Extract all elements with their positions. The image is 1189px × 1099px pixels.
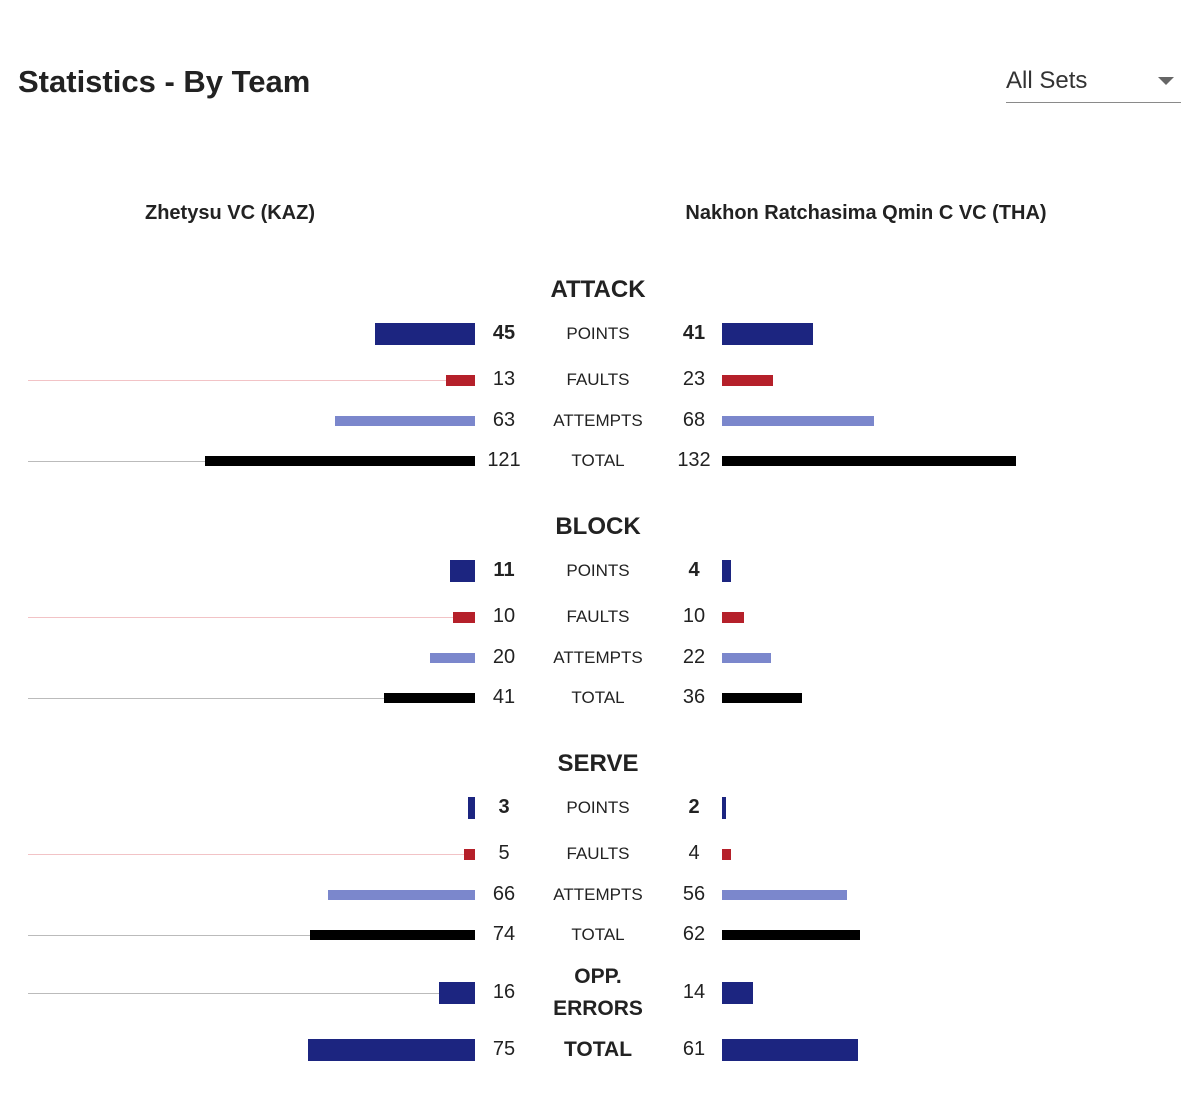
stat-label: FAULTS bbox=[566, 844, 630, 863]
away-bar bbox=[722, 797, 727, 819]
stat-label: POINTS bbox=[566, 561, 630, 580]
away-team-name: Nakhon Ratchasima Qmin C VC (THA) bbox=[685, 202, 1047, 224]
away-value-label: 132 bbox=[677, 449, 711, 471]
bar-track bbox=[28, 380, 475, 381]
away-value-label: 4 bbox=[688, 842, 700, 864]
away-value-label: 36 bbox=[682, 686, 706, 708]
stat-label: ATTEMPTS bbox=[553, 411, 643, 430]
away-value-label: 56 bbox=[682, 883, 706, 905]
home-value-label: 16 bbox=[492, 981, 516, 1003]
section-heading-attack: ATTACK bbox=[550, 276, 646, 303]
chevron-down-icon bbox=[1158, 77, 1174, 85]
home-bar bbox=[307, 1039, 475, 1061]
away-bar bbox=[722, 416, 874, 426]
home-bar bbox=[446, 374, 475, 386]
away-bar bbox=[722, 930, 861, 940]
home-value-label: 74 bbox=[492, 923, 516, 945]
home-bar bbox=[463, 848, 475, 860]
away-bar bbox=[722, 456, 1017, 466]
stat-label: TOTAL bbox=[563, 1038, 633, 1061]
away-value-label: 62 bbox=[682, 923, 706, 945]
home-bar bbox=[383, 693, 475, 703]
home-bar bbox=[205, 456, 475, 466]
away-bar bbox=[722, 611, 745, 623]
stat-label: POINTS bbox=[566, 324, 630, 343]
away-value-label: 22 bbox=[682, 646, 706, 668]
home-value-label: 45 bbox=[492, 322, 516, 344]
home-value-label: 63 bbox=[492, 409, 516, 431]
stat-label: TOTAL bbox=[571, 688, 625, 707]
away-bar bbox=[722, 693, 803, 703]
stat-label: FAULTS bbox=[566, 607, 630, 626]
home-bar bbox=[309, 930, 475, 940]
away-bar bbox=[722, 560, 731, 582]
home-value-label: 75 bbox=[492, 1038, 516, 1060]
section-heading-block: BLOCK bbox=[555, 513, 641, 540]
away-bar bbox=[722, 848, 731, 860]
home-value-label: 5 bbox=[498, 842, 510, 864]
set-filter-value: All Sets bbox=[1006, 67, 1088, 94]
away-bar bbox=[722, 1039, 859, 1061]
stat-label: ATTEMPTS bbox=[553, 885, 643, 904]
bar-track bbox=[28, 698, 475, 699]
home-bar bbox=[452, 611, 475, 623]
home-value-label: 3 bbox=[498, 796, 510, 818]
away-value-label: 4 bbox=[688, 559, 700, 581]
home-value-label: 20 bbox=[492, 646, 516, 668]
stat-label: FAULTS bbox=[566, 370, 630, 389]
stat-label: OPP. ERRORS bbox=[553, 965, 643, 1020]
home-value-label: 41 bbox=[492, 686, 516, 708]
home-bar bbox=[334, 416, 475, 426]
bar-track bbox=[28, 935, 475, 936]
bar-track bbox=[28, 854, 475, 855]
section-heading-serve: SERVE bbox=[557, 750, 639, 777]
away-bar bbox=[722, 982, 754, 1004]
home-value-label: 13 bbox=[492, 368, 516, 390]
away-bar bbox=[722, 653, 772, 663]
stat-label: TOTAL bbox=[571, 451, 625, 470]
stat-label: ATTEMPTS bbox=[553, 648, 643, 667]
away-bar bbox=[722, 374, 774, 386]
page-title: Statistics - By Team bbox=[18, 64, 311, 99]
away-value-label: 14 bbox=[682, 981, 706, 1003]
away-bar bbox=[722, 890, 847, 900]
away-value-label: 2 bbox=[688, 796, 700, 818]
home-bar bbox=[450, 560, 475, 582]
bar-track bbox=[28, 993, 475, 994]
away-value-label: 41 bbox=[682, 322, 706, 344]
stat-label: TOTAL bbox=[571, 925, 625, 944]
home-bar bbox=[468, 797, 475, 819]
away-value-label: 23 bbox=[682, 368, 706, 390]
home-bar bbox=[374, 323, 475, 345]
home-value-label: 66 bbox=[492, 883, 516, 905]
home-bar bbox=[430, 653, 475, 663]
set-filter-dropdown[interactable]: All Sets bbox=[1006, 64, 1181, 103]
away-value-label: 68 bbox=[682, 409, 706, 431]
home-value-label: 121 bbox=[487, 449, 521, 471]
home-bar bbox=[439, 982, 475, 1004]
away-bar bbox=[722, 323, 814, 345]
home-value-label: 11 bbox=[493, 559, 515, 581]
bar-track bbox=[28, 617, 475, 618]
home-bar bbox=[327, 890, 475, 900]
away-value-label: 10 bbox=[682, 605, 706, 627]
home-team-name: Zhetysu VC (KAZ) bbox=[145, 202, 315, 224]
away-value-label: 61 bbox=[682, 1038, 706, 1060]
home-value-label: 10 bbox=[492, 605, 516, 627]
stat-label: POINTS bbox=[566, 798, 630, 817]
